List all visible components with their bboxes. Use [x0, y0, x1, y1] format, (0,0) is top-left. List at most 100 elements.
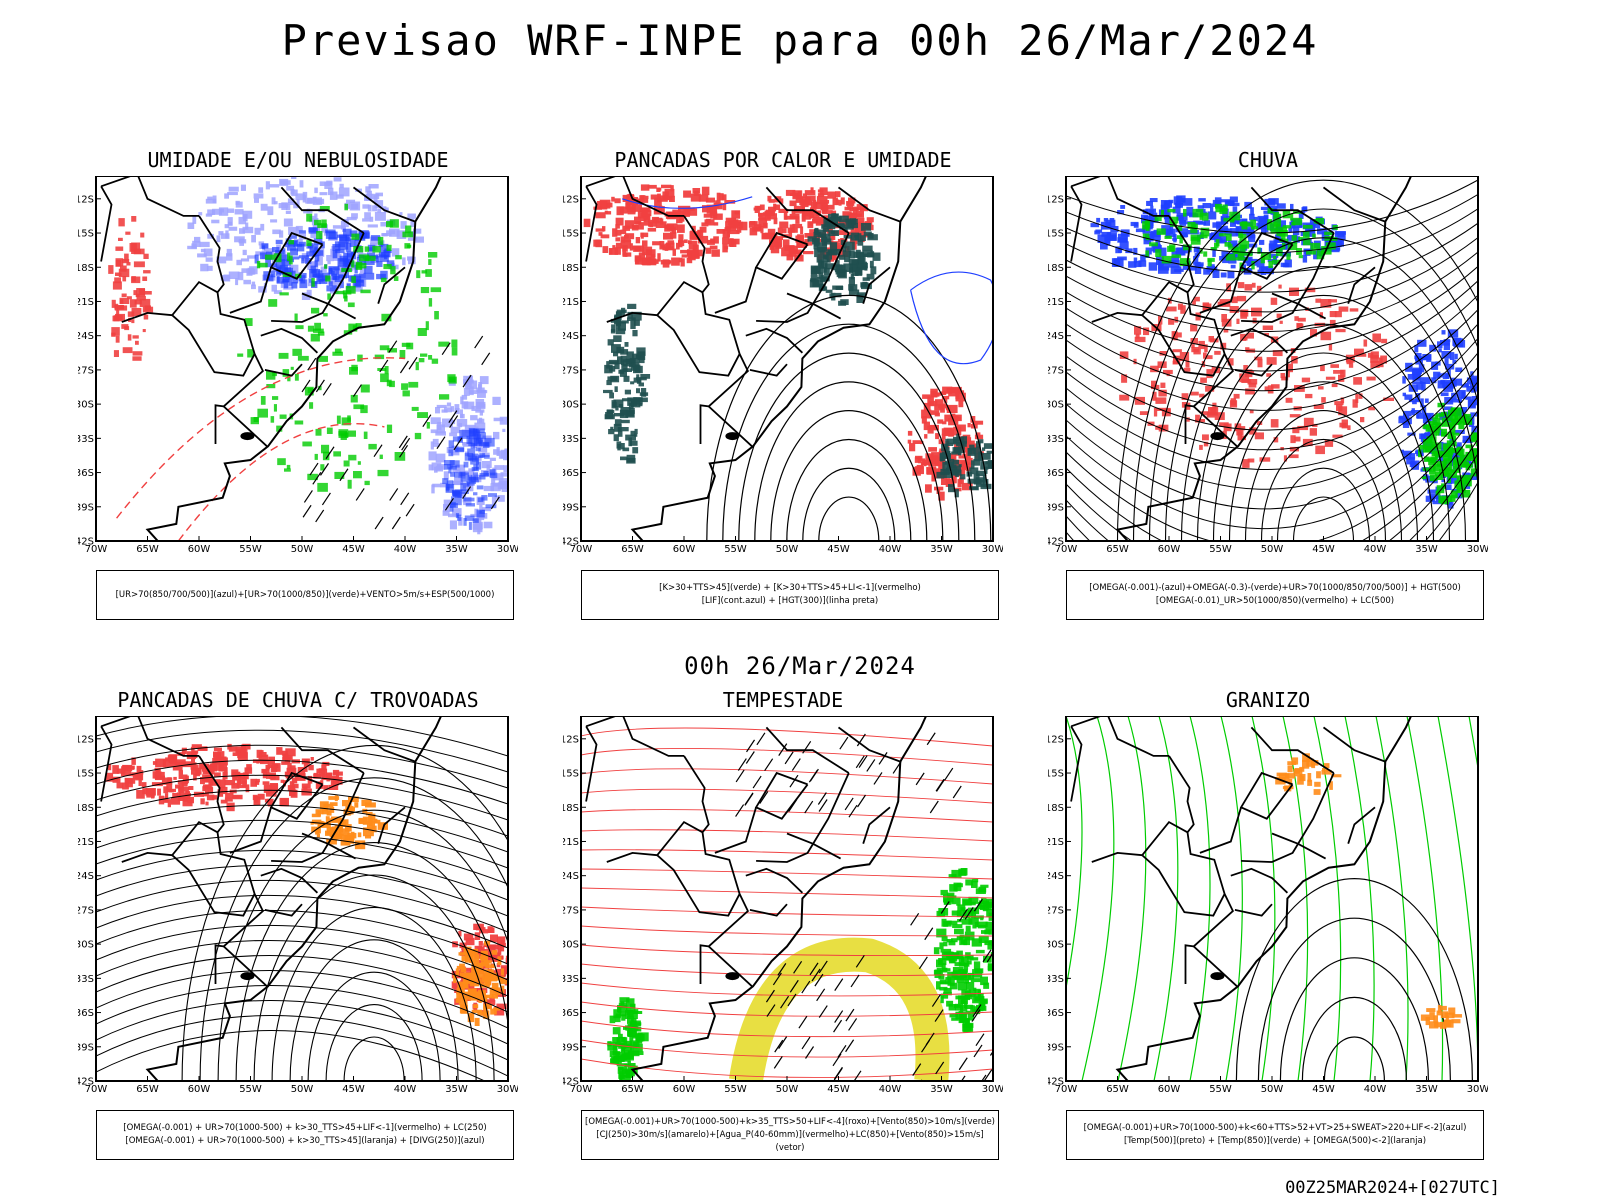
- wind-vector: [777, 963, 787, 976]
- thickness-contour: [132, 351, 143, 356]
- instability-area: [934, 486, 944, 491]
- rain-area: [1177, 303, 1183, 310]
- wind850-area: [941, 918, 947, 927]
- instability-area: [722, 237, 730, 245]
- thunderstorm-area: [490, 944, 500, 950]
- thunderstorm-area: [474, 952, 485, 959]
- humidity-area: [494, 465, 505, 470]
- humidity-core: [328, 266, 339, 275]
- shower-area: [476, 964, 480, 968]
- rain-area: [1201, 361, 1206, 368]
- instability-area: [804, 190, 816, 195]
- omega-strong-area: [1436, 485, 1445, 494]
- thunderstorm-area: [267, 788, 272, 795]
- country-border: [1070, 716, 1169, 757]
- thunderstorm-area: [183, 796, 188, 802]
- omega-area: [1202, 203, 1211, 209]
- humidity-area: [339, 183, 344, 189]
- country-border: [786, 292, 842, 320]
- wind-vector: [924, 927, 934, 941]
- heat-showers-area: [952, 459, 959, 465]
- heat-showers-area: [816, 242, 827, 251]
- heat-showers-area: [636, 374, 640, 378]
- instability-area: [787, 227, 792, 234]
- thunderstorm-area: [263, 784, 272, 793]
- humidity-area: [476, 401, 486, 409]
- humidity-core: [314, 246, 318, 251]
- low-humidity-contour: [357, 354, 363, 362]
- omega500-area: [1316, 771, 1321, 779]
- lat-label: 42S: [1048, 537, 1064, 548]
- thunderstorm-area: [163, 786, 169, 794]
- instability-area: [829, 235, 835, 240]
- humidity-area: [245, 222, 249, 230]
- thunderstorm-area: [308, 764, 314, 771]
- instability-area: [638, 252, 646, 259]
- wind850-area: [951, 910, 962, 916]
- streamline: [1066, 338, 1478, 451]
- instability-area: [804, 233, 813, 238]
- thunderstorm-area: [452, 941, 458, 948]
- omega-area: [1412, 374, 1421, 381]
- temp850-contour: [1344, 716, 1375, 1081]
- omega-strong-area: [1312, 233, 1316, 238]
- country-border: [585, 725, 598, 802]
- country-border: [837, 726, 901, 763]
- lon-label: 30W: [982, 544, 1003, 555]
- humidity-area: [251, 284, 256, 290]
- humidity-core: [335, 248, 345, 254]
- instability-area: [921, 409, 932, 419]
- wind-vector: [982, 949, 992, 963]
- precipitable-water-contour: [581, 829, 993, 842]
- thunderstorm-area: [205, 801, 209, 806]
- omega-strong-area: [1226, 233, 1232, 241]
- low-humidity-contour: [278, 352, 289, 359]
- humidity-core: [449, 460, 460, 468]
- humidity-core: [479, 473, 489, 477]
- humidity-area: [285, 210, 291, 214]
- instability-area: [855, 227, 866, 233]
- humidity-core: [270, 270, 276, 278]
- omega-area: [1230, 264, 1236, 269]
- lon-label: 65W: [136, 544, 159, 555]
- shower-area: [479, 962, 488, 967]
- instability-area: [624, 252, 632, 257]
- thickness-contour: [129, 243, 137, 252]
- country-border: [585, 185, 598, 262]
- humidity-area: [321, 224, 328, 233]
- humidity-area: [493, 417, 504, 422]
- humidity-area: [380, 222, 388, 227]
- heat-showers-area: [622, 447, 630, 452]
- instability-area: [819, 200, 830, 204]
- humidity-area: [479, 376, 489, 385]
- wind850-area: [972, 969, 983, 978]
- omega-strong-area: [1202, 212, 1209, 221]
- omega-area: [1446, 380, 1457, 387]
- thunderstorm-area: [287, 762, 292, 770]
- omega-strong-area: [1210, 247, 1218, 251]
- heat-showers-area: [958, 446, 962, 456]
- wind850-area: [949, 1013, 958, 1018]
- thunderstorm-area: [329, 772, 333, 777]
- heat-showers-area: [821, 261, 828, 269]
- instability-area: [809, 241, 813, 246]
- humidity-core: [472, 434, 482, 440]
- instability-area: [687, 207, 694, 211]
- wind850-area: [613, 1009, 621, 1019]
- omega-strong-area: [1303, 224, 1313, 229]
- heat-showers-area: [609, 361, 618, 365]
- omega-area: [1409, 461, 1417, 467]
- instability-area: [686, 257, 693, 264]
- thunderstorm-area: [191, 744, 202, 749]
- humidity-area: [296, 199, 300, 208]
- shower-area: [485, 977, 492, 986]
- instability-area: [698, 194, 709, 202]
- humidity-area: [295, 193, 306, 201]
- thunderstorm-area: [264, 798, 270, 803]
- heat-showers-area: [634, 428, 638, 435]
- omega-strong-area: [1465, 478, 1472, 487]
- humidity-area: [442, 418, 453, 428]
- omega-strong-area: [1316, 250, 1325, 260]
- hgt500-contour: [1196, 323, 1451, 541]
- instability-area: [758, 217, 766, 221]
